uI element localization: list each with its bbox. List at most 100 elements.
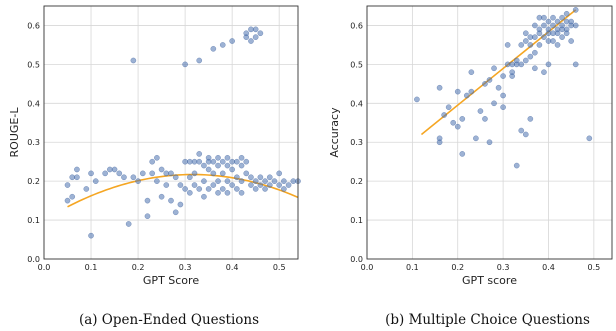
panel-a-data-point [74,166,80,173]
panel-b-data-point [541,22,547,29]
panel-a-grid [43,6,298,260]
panel-a-data-point [144,213,151,220]
panel-a-data-point [281,186,287,192]
panel-b-data-point [532,65,538,72]
panel-b-y-tick-label: 0.1 [350,216,363,225]
panel-b-data-point [554,42,561,48]
panel-b-data-point [572,61,579,68]
panel-b-data-point [482,80,488,87]
panel-b-data-point [414,96,420,103]
panel-b-data-point [500,73,506,79]
panel-a-data-point [210,170,217,177]
panel-a-data-point [257,30,264,37]
panel-b-data-point [527,53,534,60]
panel-a-y-tick-label: 0.6 [27,21,40,30]
panel-a-y-tick-label: 0.1 [27,216,40,225]
panel-b-x-tick-label: 0.3 [497,263,510,272]
panel-a-data-point [163,170,170,177]
panel-b-x-tick-label: 0.4 [542,263,555,272]
panel-b-data-point [482,116,488,122]
panel-a-data-point [149,170,156,177]
panel-b-data-point [522,57,529,64]
panel-a-data-point [238,189,245,196]
panel-a-data-point [215,178,221,185]
panel-b-data-point [459,151,466,157]
panel-a-data-point [234,158,240,165]
panel-b-data-point [500,104,506,111]
panel-b-data-point [541,69,547,76]
panel-b-data-point [554,30,561,37]
panel-a-data-point [111,166,118,173]
panel-a-x-tick-label: 0.0 [38,263,51,272]
panel-a-x-tick-label: 0.1 [85,263,98,272]
panel-a-data-point [210,45,217,52]
panel-a-data-point [266,174,273,181]
panel-b-data-point [522,38,529,44]
panel-a-data-point [191,170,198,177]
panel-a-caption: (a) Open-Ended Questions [79,312,259,328]
panel-a-data-point [102,170,108,177]
panel-a-data-point [252,26,259,33]
panel-b-data-point [541,34,547,40]
panel-b-data-point [532,34,538,40]
panel-b-data-point [486,77,493,83]
panel-a-data-point [83,186,90,192]
panel-b-data-point [463,92,470,99]
panel-a-data-point [215,189,221,196]
panel-b-data-point [445,104,452,111]
panel-a-data-point [130,174,137,181]
panel-a-data-point [69,174,76,181]
panel-b-y-tick-label: 0.4 [350,99,363,108]
panel-a-data-point [248,26,254,33]
panel-a-data-point [229,182,235,188]
panel-a-data-point [88,170,94,177]
panel-b-data-point [441,112,447,118]
panel-a-data-point [92,178,99,185]
panel-a-data-point [234,186,240,192]
panel-a-x-tick-label: 0.2 [132,263,145,272]
panel-a-data-point [154,178,160,185]
panel-b-data-point [572,7,579,13]
panel-b-data-point [504,42,511,48]
panel-a-data-point [205,158,212,165]
panel-b-data-point [450,119,457,126]
panel-a-data-point [262,178,268,185]
panel-b-data-point [527,42,534,48]
panel-b-y-tick-label: 0.6 [350,21,363,30]
panel-b-x-tick-label: 0.0 [361,263,374,272]
panel-b-data-point [513,162,520,169]
panel-a-data-point [281,178,287,185]
panel-a-data-point [285,182,292,188]
panel-a-data-point [163,182,170,188]
panel-a-data-point [276,182,283,188]
panel-a-data-point [186,174,193,181]
panel-a-y-tick-label: 0.0 [27,255,40,264]
panel-a-data-point [88,232,94,239]
panel-b-y-tick-label: 0.2 [350,177,363,186]
panel-a-x-tick-label: 0.4 [226,263,239,272]
panel-b-data-point [454,88,461,95]
panel-a-data-point [219,42,226,48]
panel-b-data-point [454,123,461,130]
panel-b-data-point [536,42,543,48]
panel-a-data-point [158,166,165,173]
panel-a-data-point [229,158,235,165]
panel-a-data-point [252,178,259,185]
panel-a-data-point [252,34,259,40]
panel-b-data-point [568,38,575,44]
panel-b-data-point [536,26,543,33]
panel-a-y-tick-label: 0.2 [27,177,40,186]
panel-a-y-tick-label: 0.3 [27,138,40,147]
panel-a-data-point [290,178,297,185]
panel-a-data-point [248,38,254,44]
panel-a-data-point [224,189,231,196]
panel-b-data-point [554,18,561,25]
panel-b-ticks: 0.0 0.1 0.2 0.3 0.4 0.5 0.0 0.1 0.2 0.3 0.4 0.5 0.6 [350,21,600,272]
panel-a-data-point [224,154,231,161]
panel-b-data-point [436,135,443,142]
panel-a-data-point [149,158,156,165]
panel-b-data-point [486,139,493,146]
panel-a-data-point [252,186,259,192]
panel-a-data-point [271,178,278,185]
